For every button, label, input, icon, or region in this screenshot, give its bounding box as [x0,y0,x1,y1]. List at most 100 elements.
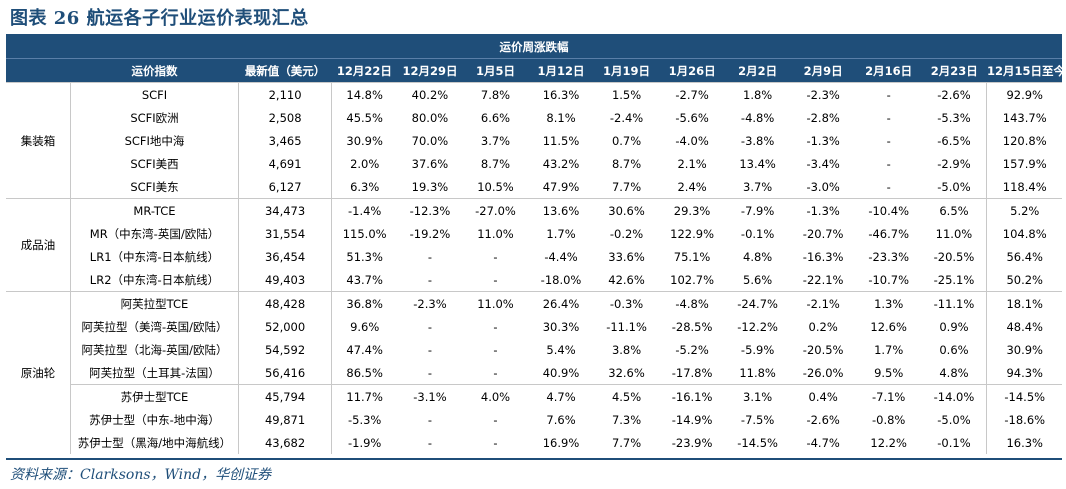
weekly-change: -2.4% [609,110,644,125]
weekly-change: - [427,272,433,287]
weekly-change: -7.9% [724,198,791,222]
weekly-change: - [886,133,891,148]
index-name: 阿芙拉型TCE [70,291,239,315]
weekly-change: 4.8% [939,365,969,380]
weekly-change: 32.6% [608,365,645,380]
weekly-change: 115.0% [342,226,387,241]
weekly-change: 47.9% [542,179,580,194]
weekly-change: 5.4% [546,342,576,357]
weekly-change: 4.8% [743,249,773,264]
table-row: 苏伊士型（中东-地中海） 49,871 -5.3% - - 7.6% 7.3% -14.9% -… [6,408,1062,431]
weekly-change: -4.8% [659,291,725,315]
weekly-change: 26.4% [528,291,594,315]
weekly-change: -16.1% [659,384,725,408]
weekly-change: - [427,365,433,380]
weekly-change: 0.4% [790,384,856,408]
change-since: 92.9% [986,82,1062,106]
weekly-change: 36.8% [331,291,398,315]
figure-title: 图表 26 航运各子行业运价表现汇总 [10,8,309,29]
latest-value: 36,454 [238,245,333,268]
weekly-change: 30.3% [542,319,580,334]
weekly-change: 37.6% [411,156,449,171]
weekly-change: 13.4% [739,156,776,171]
weekly-change: 42.6% [608,272,645,287]
weekly-change: 7.7% [611,179,642,194]
weekly-change: -25.1% [933,272,975,287]
table-row: 集装箱 SCFI 2,110 14.8% 40.2% 7.8% 16.3% 1.5% -2.7%… [6,82,1062,199]
index-name: MR（中东湾-英国/欧陆） [70,222,239,245]
latest-value: 48,428 [238,291,333,315]
table-row: SCFI美东 6,127 6.3% 19.3% 10.5% 47.9% 7.7% 2.4% 3.… [6,175,1062,199]
weekly-change: - [493,412,498,427]
change-since: 50.2% [986,268,1062,292]
weekly-change: 14.8% [331,82,398,106]
weekly-change: -18.0% [540,272,582,287]
weekly-change: -2.1% [790,291,856,315]
header-band: 运价周涨跌幅 [6,36,1062,59]
weekly-change: 13.6% [528,198,594,222]
change-since: 18.1% [986,291,1062,315]
change-since: 118.4% [986,175,1062,199]
latest-value: 2,508 [238,106,333,129]
weekly-change: 5.6% [743,272,773,287]
group-label: 集装箱 [6,82,72,199]
weekly-change: 3.1% [724,384,791,408]
weekly-change: 9.5% [874,365,904,380]
latest-value: 3,465 [238,129,333,152]
weekly-change: 0.2% [808,319,838,334]
latest-value: 45,794 [238,384,333,408]
header-week: 2月23日 [921,58,987,83]
weekly-change: 8.1% [546,110,576,125]
weekly-change: -14.9% [671,412,713,427]
table-row: SCFI欧洲 2,508 45.5% 80.0% 6.6% 8.1% -2.4% -5.6% -… [6,106,1062,129]
index-name: MR-TCE [70,198,239,222]
weekly-change: -12.3% [397,198,463,222]
index-name: SCFI美西 [70,152,239,175]
weekly-change: - [886,110,891,125]
weekly-change: -1.9% [347,435,382,450]
weekly-change: 122.9% [670,226,714,241]
weekly-change: 3.8% [611,342,642,357]
weekly-change: -7.5% [740,412,775,427]
weekly-change: -7.1% [855,384,922,408]
weekly-change: 11.0% [477,226,514,241]
weekly-change: -0.2% [609,226,644,241]
weekly-change: 4.0% [462,384,529,408]
weekly-change: -24.7% [724,291,791,315]
weekly-change: -11.1% [606,319,647,334]
header-latest: 最新值（美元） [238,58,332,83]
weekly-change: - [493,272,498,287]
weekly-change: -3.0% [806,179,840,194]
table-row: SCFI地中海 3,465 30.9% 70.0% 3.7% 11.5% 0.7% -4.0%… [6,129,1062,152]
weekly-change: 40.9% [542,365,580,380]
weekly-change: 12.2% [870,435,907,450]
weekly-change: -0.8% [871,412,906,427]
weekly-change: -2.8% [806,110,840,125]
weekly-change: 47.4% [346,342,383,357]
change-since: 5.2% [986,198,1062,222]
weekly-change: 8.7% [480,156,511,171]
table-row: 阿芙拉型（土耳其-法国） 56,416 86.5% - - 40.9% 32.6% -17.8… [6,361,1062,385]
source-note: 资料来源：Clarksons，Wind，华创证券 [10,467,272,483]
weekly-change: -27.0% [462,198,529,222]
weekly-change: -26.0% [802,365,844,380]
weekly-change: 4.5% [593,384,660,408]
latest-value: 49,871 [238,408,333,431]
weekly-change: -2.7% [659,82,725,106]
latest-value: 56,416 [238,361,333,385]
header-week: 1月19日 [593,58,660,83]
weekly-change: -5.9% [740,342,775,357]
weekly-change: -1.3% [790,198,856,222]
latest-value: 31,554 [238,222,333,245]
weekly-change: 33.6% [608,249,645,264]
header-week: 12月22日 [331,58,398,83]
weekly-change: -0.1% [740,226,775,241]
weekly-change: 3.7% [480,133,511,148]
weekly-change: -22.1% [802,272,844,287]
index-name: SCFI [70,82,239,106]
weekly-change: -23.3% [868,249,910,264]
weekly-change: -17.8% [671,365,713,380]
latest-value: 52,000 [238,315,333,338]
weekly-change: -20.5% [933,249,975,264]
change-since: -14.5% [986,384,1062,408]
